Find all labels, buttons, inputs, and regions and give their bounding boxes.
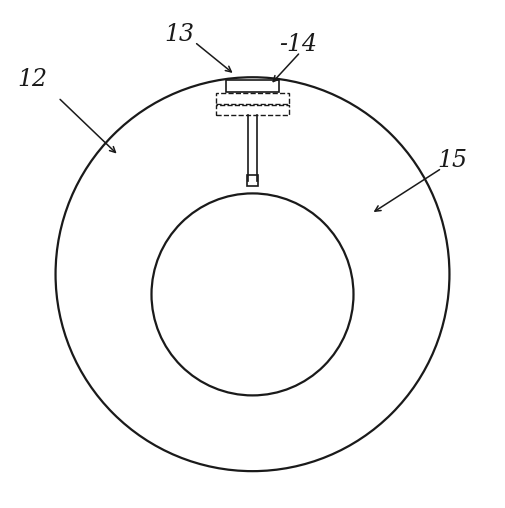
Bar xyxy=(226,80,279,92)
Bar xyxy=(216,105,289,115)
Text: 15: 15 xyxy=(437,149,467,172)
Bar xyxy=(216,93,289,104)
Text: -14: -14 xyxy=(279,33,317,56)
Text: 13: 13 xyxy=(164,23,194,46)
Bar xyxy=(247,175,258,186)
Text: 12: 12 xyxy=(18,68,48,91)
